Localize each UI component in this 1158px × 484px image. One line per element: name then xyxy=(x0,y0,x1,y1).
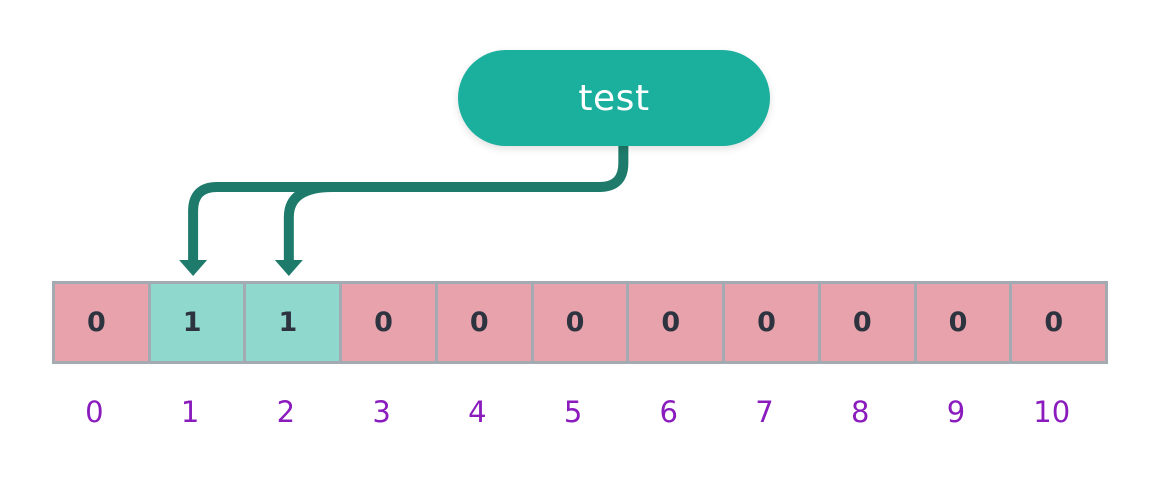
index-label-0: 0 xyxy=(85,395,104,429)
bit-cell-5: 0 xyxy=(533,284,627,361)
bit-cell-4: 0 xyxy=(437,284,531,361)
bit-cell-6: 0 xyxy=(629,284,723,361)
index-label-5: 5 xyxy=(563,395,583,429)
index-label-8: 8 xyxy=(851,395,870,429)
index-label-4: 4 xyxy=(468,395,487,429)
arrowheads xyxy=(179,260,303,276)
bit-cell-0: 0 xyxy=(55,284,148,361)
bit-cell-7: 0 xyxy=(725,284,818,361)
hash-input-node: test xyxy=(458,50,770,146)
index-label-3: 3 xyxy=(372,395,391,429)
bit-cell-2: 1 xyxy=(246,284,340,361)
arrowhead-1 xyxy=(179,260,208,276)
index-label-2: 2 xyxy=(276,395,296,429)
index-label-1: 1 xyxy=(180,395,200,429)
index-label-10: 10 xyxy=(1033,395,1071,429)
bit-cell-1: 1 xyxy=(150,284,244,361)
arrowhead-2 xyxy=(274,260,303,276)
bit-cell-10: 0 xyxy=(1012,284,1106,361)
bit-cell-3: 0 xyxy=(342,284,435,361)
index-label-6: 6 xyxy=(659,395,678,429)
bit-cell-9: 0 xyxy=(916,284,1010,361)
index-label-7: 7 xyxy=(755,395,774,429)
hash-input-label: test xyxy=(578,77,650,119)
index-label-9: 9 xyxy=(946,395,966,429)
bit-cell-8: 0 xyxy=(820,284,914,361)
index-row: 0 1 2 3 4 5 6 7 8 9 10 xyxy=(52,390,1108,434)
connector-line xyxy=(188,141,629,267)
